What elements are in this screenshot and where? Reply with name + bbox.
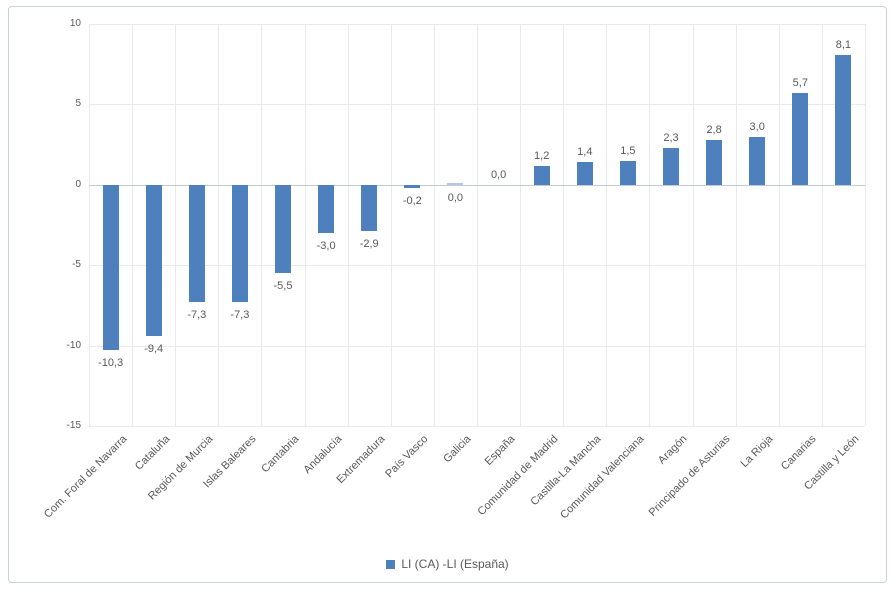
y-tick-label: 5 xyxy=(75,98,81,110)
bar-value-label: -7,3 xyxy=(187,309,207,322)
bar xyxy=(361,184,378,232)
bar-value-label: 2,3 xyxy=(663,131,679,144)
plot-area: 10 5 0 -5 -10 -15 -10,3 Com. Foral de Navarra -9… xyxy=(9,7,886,582)
vertical-gridline xyxy=(692,24,694,426)
bar-value-label: -7,3 xyxy=(230,309,250,322)
vertical-gridline xyxy=(261,24,263,426)
vertical-gridline xyxy=(390,24,392,426)
bar-value-label: -5,5 xyxy=(273,280,293,293)
horizontal-gridline xyxy=(89,265,865,267)
y-tick-label: -5 xyxy=(72,259,81,271)
horizontal-gridline xyxy=(89,345,865,347)
bar xyxy=(404,184,421,188)
legend-label: LI (CA) -LI (España) xyxy=(401,557,509,571)
vertical-gridline xyxy=(735,24,737,426)
bar xyxy=(318,184,335,233)
bar xyxy=(533,165,550,185)
legend-marker xyxy=(386,559,396,569)
bar xyxy=(576,162,593,185)
y-tick-label: -15 xyxy=(66,420,81,431)
bar-value-label: 0,0 xyxy=(490,168,507,181)
vertical-gridline xyxy=(778,24,780,426)
horizontal-gridline xyxy=(89,24,865,25)
bar xyxy=(145,184,162,336)
y-tick-label: 10 xyxy=(69,18,81,29)
vertical-gridline xyxy=(175,24,177,426)
bar-value-label: 5,7 xyxy=(792,77,808,90)
bar-value-label: 3,0 xyxy=(749,120,765,133)
vertical-gridline xyxy=(218,24,220,426)
bar-value-label: 1,4 xyxy=(577,146,593,159)
bar-value-label: 0,0 xyxy=(447,191,464,204)
bar-value-label: 8,1 xyxy=(835,38,852,51)
vertical-gridline xyxy=(520,24,522,426)
bar-value-label: -3,0 xyxy=(316,240,336,252)
horizontal-gridline xyxy=(89,426,865,427)
bar xyxy=(663,147,679,185)
bar-value-label: 1,2 xyxy=(534,149,550,162)
vertical-gridline xyxy=(865,24,866,426)
bar xyxy=(835,54,852,185)
y-tick-label: 0 xyxy=(75,178,81,190)
vertical-gridline xyxy=(89,24,90,426)
bar-value-label: -2,9 xyxy=(359,238,379,251)
vertical-gridline xyxy=(563,24,565,426)
bar xyxy=(188,184,205,303)
bar xyxy=(231,184,248,303)
vertical-gridline xyxy=(477,24,478,426)
bar xyxy=(619,160,636,185)
vertical-gridline xyxy=(433,24,435,426)
bar-value-label: -9,4 xyxy=(144,343,164,355)
bar-zero-sliver xyxy=(447,182,464,185)
vertical-gridline xyxy=(649,24,651,426)
bar-value-label: 2,8 xyxy=(706,123,722,136)
vertical-gridline xyxy=(606,24,608,426)
y-tick-label: -10 xyxy=(66,339,81,351)
bar xyxy=(792,93,809,185)
bar xyxy=(749,136,766,185)
legend: LI (CA) -LI (España) xyxy=(9,557,886,571)
bar-chart: 10 5 0 -5 -10 -15 -10,3 Com. Foral de Navarra -9… xyxy=(8,6,887,583)
bar-value-label: -10,3 xyxy=(98,357,124,370)
bar-value-label: 1,5 xyxy=(620,144,636,157)
vertical-gridline xyxy=(304,24,306,426)
bar xyxy=(275,184,291,274)
vertical-gridline xyxy=(347,24,349,426)
x-axis-line xyxy=(89,184,865,186)
vertical-gridline xyxy=(821,24,823,426)
bar-value-label: -0,2 xyxy=(402,195,422,207)
horizontal-gridline xyxy=(89,104,865,106)
bar xyxy=(102,184,119,351)
vertical-gridline xyxy=(132,24,134,426)
bar xyxy=(706,139,723,185)
